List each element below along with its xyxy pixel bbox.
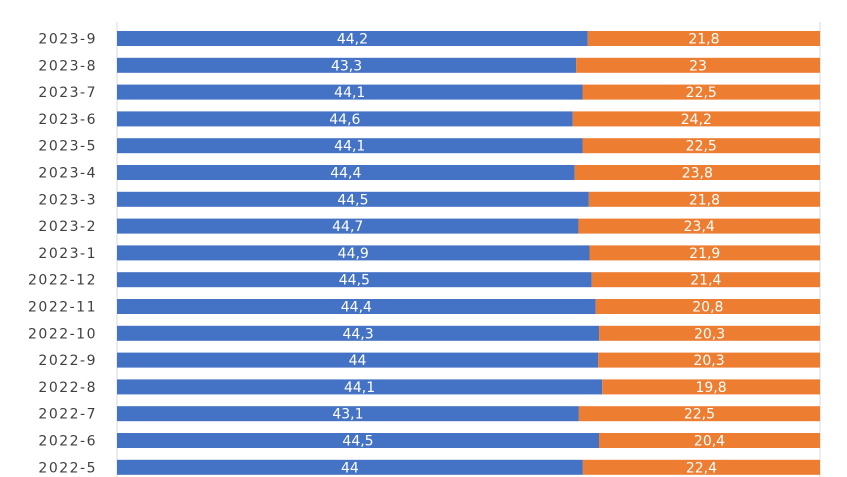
category-label-2023-1: 2023-1 <box>38 246 97 262</box>
category-label-2023-9: 2023-9 <box>38 32 97 48</box>
data-label-series-1-2022-10: 44,3 <box>342 326 373 342</box>
data-label-series-1-2022-12: 44,5 <box>339 273 370 289</box>
bar-series-2-2023-7 <box>582 84 820 100</box>
data-label-series-1-2023-4: 44,4 <box>330 166 361 182</box>
bar-series-2-2023-9 <box>587 31 820 46</box>
data-label-series-1-2023-8: 43,3 <box>331 58 362 74</box>
data-label-series-2-2023-7: 22,5 <box>686 85 717 101</box>
bar-series-2-2023-4 <box>574 165 820 180</box>
bar-series-1-2022-6 <box>117 433 600 448</box>
bar-series-1-2022-10 <box>117 325 600 341</box>
bar-series-1-2022-8 <box>117 379 603 395</box>
category-label-2022-7: 2022-7 <box>38 407 97 423</box>
data-label-series-2-2022-5: 22,4 <box>686 460 717 476</box>
category-label-2023-5: 2023-5 <box>38 139 97 155</box>
bar-series-1-2022-7 <box>117 406 579 422</box>
category-label-2023-2: 2023-2 <box>38 219 97 235</box>
bars <box>117 31 820 475</box>
data-label-series-2-2022-7: 22,5 <box>684 407 715 423</box>
data-label-series-1-2023-2: 44,7 <box>332 219 363 235</box>
data-label-series-1-2022-7: 43,1 <box>332 407 363 423</box>
bar-series-1-2023-6 <box>117 111 573 127</box>
bar-series-1-2023-8 <box>117 57 577 73</box>
data-label-series-2-2022-8: 19,8 <box>695 380 726 396</box>
data-label-series-2-2023-3: 21,8 <box>689 192 720 208</box>
data-label-series-1-2022-8: 44,1 <box>344 380 375 396</box>
bar-series-1-2023-5 <box>117 138 583 154</box>
category-label-2023-6: 2023-6 <box>38 112 97 128</box>
data-label-series-2-2023-1: 21,9 <box>689 246 720 262</box>
bar-series-2-2022-7 <box>578 406 820 422</box>
data-label-series-2-2023-4: 23,8 <box>682 166 713 182</box>
data-label-series-1-2022-6: 44,5 <box>342 434 373 450</box>
data-label-series-1-2023-1: 44,9 <box>338 246 369 262</box>
bar-series-2-2023-5 <box>582 138 820 154</box>
category-axis-labels: 2023-9 2023-8 2023-7 2023-6 2023-5 2023-4 2023… <box>28 32 97 477</box>
data-label-series-1-2023-3: 44,5 <box>337 192 368 208</box>
data-label-series-2-2022-12: 21,4 <box>690 273 721 289</box>
bar-series-1-2023-9 <box>117 31 588 46</box>
category-label-2022-5: 2022-5 <box>38 460 97 476</box>
bar-series-2-2022-8 <box>602 379 820 395</box>
bar-series-1-2023-2 <box>117 218 579 234</box>
bar-series-1-2022-9 <box>117 352 599 368</box>
bar-series-2-2023-3 <box>588 191 820 207</box>
bar-series-2-2023-8 <box>576 57 820 73</box>
data-label-series-2-2022-6: 20,4 <box>694 434 725 450</box>
bar-series-2-2023-1 <box>589 245 820 261</box>
bar-series-2-2023-6 <box>572 111 820 127</box>
data-label-series-2-2022-9: 20,3 <box>693 353 724 369</box>
category-label-2022-8: 2022-8 <box>38 380 97 396</box>
bar-series-1-2022-5 <box>117 459 583 475</box>
bar-series-2-2022-6 <box>599 433 820 448</box>
bar-series-2-2023-2 <box>578 218 820 234</box>
data-label-series-2-2022-10: 20,3 <box>694 326 725 342</box>
data-label-series-1-2023-5: 44,1 <box>334 139 365 155</box>
bar-series-1-2022-11 <box>117 299 596 314</box>
category-label-2022-10: 2022-10 <box>28 326 97 342</box>
category-label-2023-7: 2023-7 <box>38 85 97 101</box>
data-label-series-1-2022-11: 44,4 <box>341 300 372 316</box>
data-label-series-1-2022-9: 44 <box>349 353 367 369</box>
data-label-series-2-2023-2: 23,4 <box>684 219 715 235</box>
category-label-2022-9: 2022-9 <box>38 353 97 369</box>
bar-series-1-2022-12 <box>117 272 592 288</box>
bar-series-1-2023-3 <box>117 191 589 207</box>
data-label-series-1-2022-5: 44 <box>341 460 359 476</box>
data-label-series-2-2023-8: 23 <box>689 58 707 74</box>
bar-series-2-2022-10 <box>599 325 820 341</box>
data-label-series-2-2023-6: 24,2 <box>681 112 712 128</box>
category-label-2023-3: 2023-3 <box>38 192 97 208</box>
bar-series-2-2022-5 <box>582 459 820 475</box>
bar-series-1-2023-7 <box>117 84 583 100</box>
data-label-series-2-2022-11: 20,8 <box>692 300 723 316</box>
category-label-2023-8: 2023-8 <box>38 58 97 74</box>
category-label-2022-11: 2022-11 <box>28 300 97 316</box>
bar-series-2-2022-9 <box>598 352 820 368</box>
data-label-series-1-2023-9: 44,2 <box>337 32 368 48</box>
bar-series-2-2022-11 <box>595 299 820 314</box>
category-label-2022-12: 2022-12 <box>28 273 97 289</box>
data-label-series-2-2023-5: 22,5 <box>686 139 717 155</box>
bar-series-1-2023-4 <box>117 165 575 180</box>
data-labels: 44,2 21,8 43,3 23 44,1 22,5 44,6 24,2 44,1 22,5 44… <box>329 32 726 477</box>
data-label-series-1-2023-6: 44,6 <box>329 112 360 128</box>
data-label-series-2-2023-9: 21,8 <box>688 32 719 48</box>
category-label-2023-4: 2023-4 <box>38 166 97 182</box>
bar-series-1-2023-1 <box>117 245 590 261</box>
category-label-2022-6: 2022-6 <box>38 434 97 450</box>
data-label-series-1-2023-7: 44,1 <box>334 85 365 101</box>
bar-series-2-2022-12 <box>591 272 820 288</box>
